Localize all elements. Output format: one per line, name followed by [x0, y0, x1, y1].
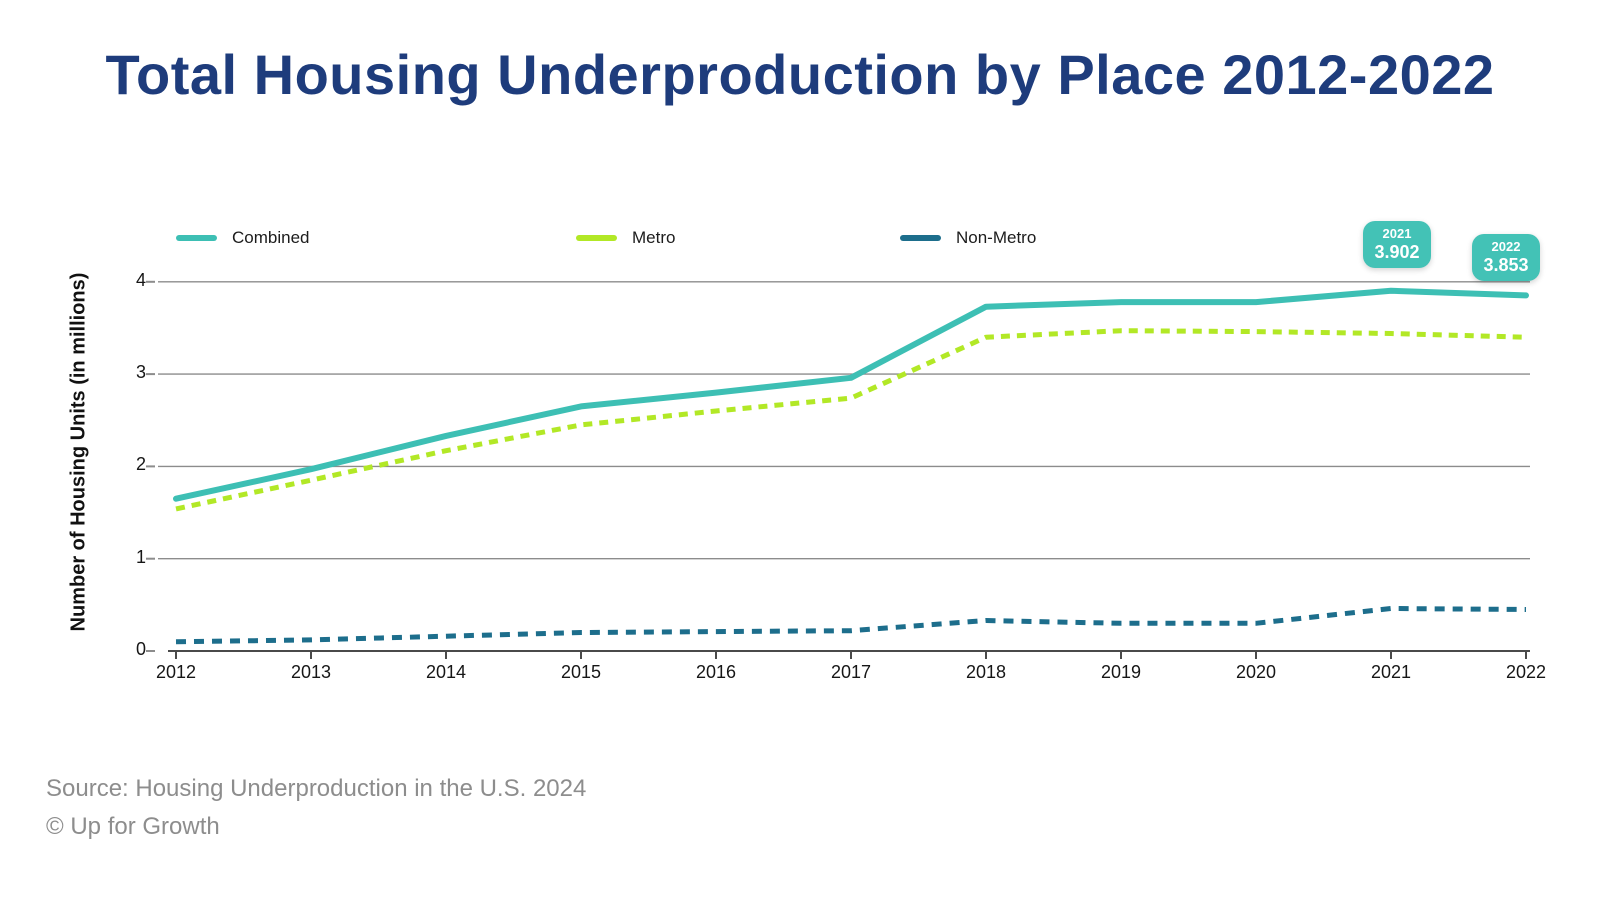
series-line-non-metro — [175, 606, 1527, 645]
legend-swatch-combined — [176, 235, 217, 241]
legend-label: Combined — [232, 228, 310, 247]
legend-item-combined: Combined — [176, 228, 310, 248]
callout-value: 3.902 — [1374, 242, 1420, 262]
legend-label: Metro — [632, 228, 676, 247]
legend-swatch-metro — [576, 235, 617, 241]
source-line: Source: Housing Underproduction in the U… — [46, 775, 587, 802]
series-line-combined — [173, 287, 1529, 502]
legend-label: Non-Metro — [956, 228, 1037, 247]
source-note: Source: Housing Underproduction in the U… — [46, 770, 586, 846]
callout-value: 3.853 — [1483, 255, 1529, 275]
data-callout-2021: 2021 3.902 — [1363, 221, 1431, 268]
series-line-metro — [175, 328, 1527, 512]
chart-title: Total Housing Underproduction by Place 2… — [105, 43, 1495, 106]
data-callout-2022: 2022 3.853 — [1472, 234, 1540, 281]
legend-item-metro: Metro — [576, 228, 675, 248]
callout-year: 2022 — [1491, 239, 1521, 254]
y-axis-title: Number of Housing Units (in millions) — [67, 272, 90, 632]
legend-swatch-non-metro — [900, 235, 941, 241]
callout-year: 2021 — [1382, 226, 1412, 241]
legend-item-non-metro: Non-Metro — [900, 228, 1036, 248]
copyright-line: © Up for Growth — [46, 813, 220, 840]
